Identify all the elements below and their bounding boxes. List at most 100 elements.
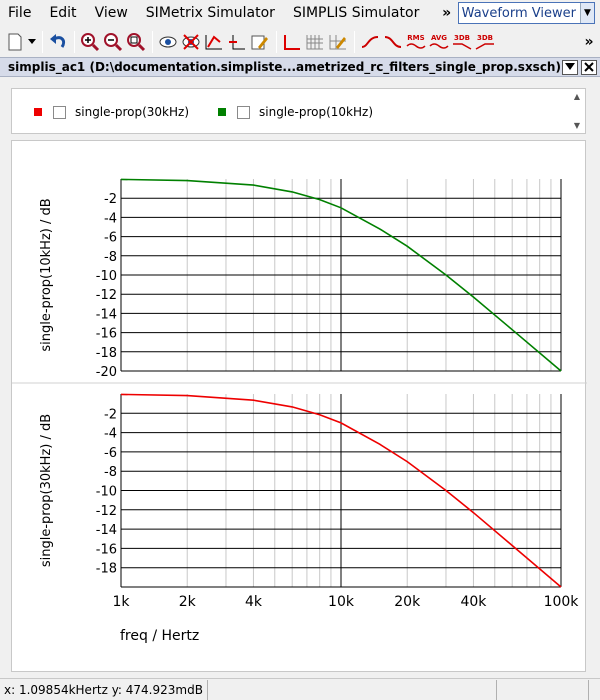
rise-time-button[interactable] <box>359 30 381 54</box>
status-cell <box>497 679 589 700</box>
x-tick-label: 2k <box>179 594 197 610</box>
toolbar: RMS AVG 3DB 3DB » <box>0 27 600 57</box>
3db-lowpass-label: 3DB <box>453 34 471 42</box>
new-graph-button[interactable] <box>281 30 303 54</box>
menu-view[interactable]: View <box>94 5 128 21</box>
window-title: simplis_ac1 (D:\documentation.simpliste.… <box>8 60 561 74</box>
menu-simplis-simulator[interactable]: SIMPLIS Simulator <box>292 5 420 21</box>
status-cell <box>208 679 497 700</box>
y-tick-label: -18 <box>96 562 117 577</box>
rms-icon: RMS <box>406 34 426 50</box>
y-tick-label: -14 <box>96 523 117 538</box>
legend-panel: single-prop(30kHz) single-prop(10kHz) ▲ … <box>11 88 586 134</box>
x-tick-label: 40k <box>460 594 487 610</box>
scroll-up-icon[interactable]: ▲ <box>573 92 581 101</box>
edit-axis-button[interactable] <box>327 30 349 54</box>
chevron-down-icon[interactable]: ▼ <box>580 3 594 23</box>
legend-scrollbar[interactable]: ▲ ▼ <box>569 89 585 133</box>
rms-label: RMS <box>407 34 425 42</box>
legend-swatch-10khz <box>218 108 226 116</box>
toolbar-separator <box>354 31 355 53</box>
hide-icon <box>182 34 200 50</box>
edit-graph-icon <box>251 35 268 50</box>
close-icon <box>584 62 594 72</box>
plot-area[interactable]: -2 -4 -6 -8 -10 -12 -14 -16 -18 -20 single-prop(10… <box>11 140 587 673</box>
toolbar-separator <box>42 31 43 53</box>
y-tick-label: -2 <box>104 192 117 207</box>
new-document-button[interactable] <box>4 30 26 54</box>
window-close-button[interactable] <box>581 59 597 75</box>
x-axis-label: freq / Hertz <box>120 628 199 644</box>
legend-label-10khz: single-prop(10kHz) <box>259 105 374 119</box>
rise-icon <box>361 36 379 48</box>
y-tick-label: -8 <box>104 250 117 265</box>
y-tick-label: -2 <box>104 407 117 422</box>
legend-swatch-30khz <box>34 108 42 116</box>
add-axis-button[interactable] <box>226 30 248 54</box>
undo-icon <box>50 34 66 48</box>
axes-icon <box>284 35 300 50</box>
undo-button[interactable] <box>47 30 69 54</box>
y-tick-label: -4 <box>104 211 117 226</box>
window-menu-button[interactable] <box>562 59 578 75</box>
x-tick-label: 4k <box>245 594 263 610</box>
3db-highpass-button[interactable]: 3DB <box>474 30 496 54</box>
hide-curves-button[interactable] <box>180 30 202 54</box>
legend-checkbox-10khz[interactable] <box>237 105 250 119</box>
zoom-in-icon <box>81 33 100 52</box>
y-tick-label: -16 <box>96 542 117 557</box>
legend-entry-30khz: single-prop(30kHz) <box>34 105 189 119</box>
y-tick-label: -10 <box>96 485 117 500</box>
3db-lowpass-button[interactable]: 3DB <box>451 30 473 54</box>
y-axis-label: single-prop(30kHz) / dB <box>39 414 54 567</box>
toolbar-separator <box>74 31 75 53</box>
zoom-fit-button[interactable] <box>125 30 147 54</box>
chevron-down-icon <box>565 63 575 70</box>
abc-label-button[interactable] <box>203 30 225 54</box>
add-axis-icon <box>229 35 245 50</box>
viewer-select-value: Waveform Viewer <box>461 5 576 21</box>
eye-icon <box>159 36 177 48</box>
series-line <box>120 178 562 372</box>
legend-checkbox-30khz[interactable] <box>53 105 66 119</box>
y-tick-label: -20 <box>96 365 117 380</box>
y-tick-label: -12 <box>96 288 117 303</box>
edit-graph-button[interactable] <box>249 30 271 54</box>
avg-button[interactable]: AVG <box>428 30 450 54</box>
y-tick-label: -16 <box>96 327 117 342</box>
y-tick-label: -12 <box>96 504 117 519</box>
rms-button[interactable]: RMS <box>405 30 427 54</box>
3db-highpass-icon: 3DB <box>475 34 495 50</box>
menu-edit[interactable]: Edit <box>49 5 77 21</box>
grid-button[interactable] <box>304 30 326 54</box>
new-dropdown-button[interactable] <box>27 30 37 54</box>
zoom-out-button[interactable] <box>102 30 124 54</box>
zoom-out-icon <box>104 33 123 52</box>
menu-overflow-button[interactable]: » <box>442 5 452 21</box>
scroll-down-icon[interactable]: ▼ <box>573 121 581 130</box>
toolbar-separator <box>152 31 153 53</box>
plot-canvas[interactable]: -2 -4 -6 -8 -10 -12 -14 -16 -18 -20 single-prop(10… <box>12 141 587 673</box>
avg-label: AVG <box>430 34 448 42</box>
series-line <box>120 393 562 588</box>
fall-time-button[interactable] <box>382 30 404 54</box>
cursor-readout: x: 1.09854kHertz y: 474.923mdB <box>0 679 208 700</box>
show-curves-button[interactable] <box>157 30 179 54</box>
toolbar-overflow-button[interactable]: » <box>584 34 594 50</box>
edit-axis-icon <box>329 35 346 50</box>
y-tick-label: -4 <box>104 427 117 442</box>
menu-file[interactable]: File <box>8 5 32 21</box>
chevron-down-icon <box>28 39 36 44</box>
legend-label-30khz: single-prop(30kHz) <box>75 105 190 119</box>
viewer-select[interactable]: Waveform Viewer ▼ <box>457 2 595 24</box>
x-tick-label: 1k <box>112 594 130 610</box>
x-tick-label: 100k <box>544 594 580 610</box>
status-bar: x: 1.09854kHertz y: 474.923mdB <box>0 678 600 700</box>
y-tick-label: -8 <box>104 465 117 480</box>
zoom-in-button[interactable] <box>79 30 101 54</box>
grid-icon <box>306 35 323 50</box>
y-axis-label: single-prop(10kHz) / dB <box>39 198 54 351</box>
y-tick-label: -14 <box>96 307 117 322</box>
toolbar-separator <box>276 31 277 53</box>
menu-simetrix-simulator[interactable]: SIMetrix Simulator <box>145 5 275 21</box>
